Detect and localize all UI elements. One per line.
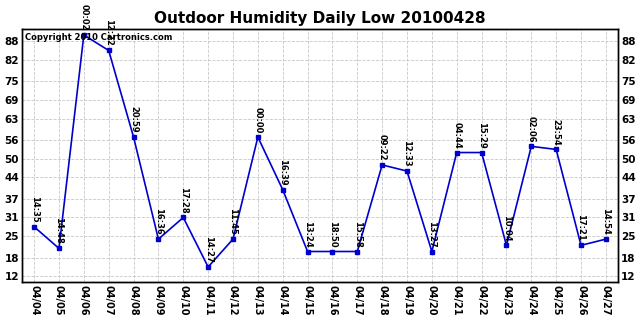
Text: 14:54: 14:54: [602, 208, 611, 235]
Text: 17:28: 17:28: [179, 187, 188, 213]
Text: 13:27: 13:27: [428, 221, 436, 247]
Text: 15:29: 15:29: [477, 122, 486, 148]
Text: 00:02: 00:02: [79, 4, 88, 31]
Text: 12:22: 12:22: [104, 20, 113, 46]
Text: 15:58: 15:58: [353, 220, 362, 247]
Text: 17:21: 17:21: [577, 214, 586, 241]
Text: 14:27: 14:27: [204, 236, 212, 263]
Text: 16:36: 16:36: [154, 208, 163, 235]
Text: 13:24: 13:24: [303, 220, 312, 247]
Text: 11:45: 11:45: [228, 208, 237, 235]
Text: 02:06: 02:06: [527, 116, 536, 142]
Text: 09:22: 09:22: [378, 134, 387, 161]
Text: 00:00: 00:00: [253, 107, 262, 133]
Text: 23:54: 23:54: [552, 118, 561, 145]
Title: Outdoor Humidity Daily Low 20100428: Outdoor Humidity Daily Low 20100428: [154, 11, 486, 26]
Text: 16:39: 16:39: [278, 159, 287, 186]
Text: 10:04: 10:04: [502, 214, 511, 241]
Text: 20:59: 20:59: [129, 106, 138, 133]
Text: 04:44: 04:44: [452, 122, 461, 148]
Text: 12:33: 12:33: [403, 140, 412, 167]
Text: 18:50: 18:50: [328, 221, 337, 247]
Text: 14:48: 14:48: [54, 218, 63, 244]
Text: Copyright 2010 Cartronics.com: Copyright 2010 Cartronics.com: [25, 33, 172, 42]
Text: 14:35: 14:35: [29, 196, 38, 223]
